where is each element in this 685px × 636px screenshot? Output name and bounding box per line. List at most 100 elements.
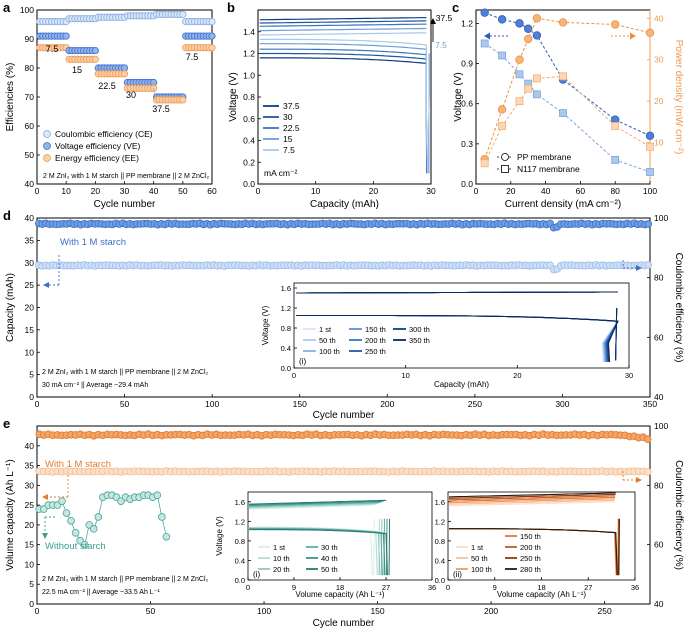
data-point — [524, 84, 533, 93]
y-tick-label: 25 — [25, 500, 35, 510]
x-tick-label: 60 — [207, 186, 217, 196]
x-tick-label: 200 — [380, 399, 394, 409]
y-tick-label: 30 — [25, 480, 35, 490]
inset-charge-curve — [248, 499, 387, 505]
inset-legend-label: 350 th — [409, 336, 430, 345]
x-tick-label: 80 — [610, 186, 620, 196]
x-tick-label: 40 — [149, 186, 159, 196]
y2-tick-label: 20 — [654, 96, 664, 106]
y2-tick-label: 100 — [654, 213, 668, 223]
y-tick-label: 40 — [25, 441, 35, 451]
ce-point — [644, 220, 653, 228]
data-point — [646, 142, 654, 151]
data-point — [480, 159, 489, 168]
inset-charge-curve — [448, 498, 615, 504]
segment-label: 15 — [72, 65, 82, 75]
y-tick-label: 1.2 — [281, 304, 291, 313]
ve-point — [62, 32, 70, 40]
y-tick-label: 0.0 — [281, 364, 291, 373]
y2-tick-label: 60 — [654, 540, 664, 550]
y-tick-label: 0 — [29, 599, 34, 609]
legend-label: Coulombic efficiency (CE) — [55, 129, 153, 139]
inset-legend-label: 30 th — [321, 543, 338, 552]
inset-discharge-curve — [249, 529, 389, 576]
y2-axis-title: Coulombic efficiency (%) — [673, 253, 684, 363]
y-tick-label: 20 — [25, 303, 35, 313]
data-point — [497, 105, 507, 114]
inset-legend-label: 1 st — [319, 325, 332, 334]
segment-label: 37.5 — [152, 104, 170, 114]
inset-charge-curve — [448, 492, 616, 498]
inset-legend-label: 200 th — [365, 336, 386, 345]
legend-marker — [501, 153, 509, 161]
capacity-point — [644, 261, 653, 269]
y-tick-label: 1.4 — [243, 27, 255, 37]
inset-charge-curve — [448, 495, 616, 501]
data-point — [497, 15, 507, 24]
y2-tick-label: 100 — [654, 421, 668, 431]
legend-marker — [501, 165, 509, 173]
ce-point — [208, 17, 216, 26]
y-tick-label: 0.6 — [243, 114, 255, 124]
inset-legend-label: 200 th — [520, 543, 541, 552]
inset-legend-label: 50 th — [319, 336, 336, 345]
y-tick-label: 10 — [25, 347, 35, 357]
panel-e-note: 2 M ZnI₂ with 1 M starch || PP membrane … — [42, 576, 209, 583]
data-point — [559, 109, 567, 117]
y-tick-label: 0.9 — [461, 59, 473, 69]
y-tick-label: 1.6 — [235, 498, 245, 507]
y-tick-label: 20 — [25, 520, 35, 530]
legend-label: N117 membrane — [517, 164, 580, 174]
inset-legend-label: 20 th — [273, 565, 290, 574]
x-tick-label: 10 — [401, 371, 409, 380]
series-label2: Without starch — [45, 541, 106, 552]
arrow-right-head — [630, 32, 636, 40]
data-point — [558, 18, 568, 27]
charge-curve — [259, 27, 427, 32]
data-point — [532, 14, 542, 23]
data-point — [498, 51, 507, 60]
y2-tick-label: 10 — [654, 138, 664, 148]
y-tick-label: 0.8 — [243, 92, 255, 102]
y-tick-label: 35 — [25, 461, 35, 471]
x-tick-label: 50 — [146, 606, 156, 616]
charge-curve — [259, 32, 427, 36]
y-tick-label: 0.0 — [461, 179, 473, 189]
x-tick-label: 10 — [61, 186, 71, 196]
inset-legend-label: 300 th — [409, 325, 430, 334]
x-tick-label: 20 — [91, 186, 101, 196]
inset-y-title: Voltage (V) — [261, 305, 270, 345]
y-tick-label: 5 — [29, 579, 34, 589]
legend-label: 30 — [283, 112, 293, 122]
y-tick-label: 100 — [20, 5, 34, 15]
data-point — [515, 70, 524, 79]
x-tick-label: 18 — [537, 583, 545, 592]
y2-tick-label: 40 — [654, 392, 664, 402]
y-tick-label: 0.8 — [235, 537, 245, 546]
data-point — [645, 131, 655, 141]
panel-e-frame — [36, 425, 651, 605]
inset-charge-curve — [248, 502, 379, 508]
x-tick-label: 0 — [35, 186, 40, 196]
legend-label: Voltage efficiency (VE) — [55, 141, 141, 151]
panel-label-c: c — [452, 0, 459, 15]
inset-legend-label: 10 th — [273, 554, 290, 563]
x-tick-label: 9 — [493, 583, 497, 592]
y2-tick-label: 80 — [654, 480, 664, 490]
annotation-low: 7.5 — [435, 40, 447, 50]
arrow-head — [636, 477, 642, 483]
discharge-curve — [259, 57, 428, 174]
x-tick-label: 27 — [382, 583, 390, 592]
x-tick-label: 30 — [625, 371, 633, 380]
inset-spike — [615, 307, 618, 361]
x-tick-label: 10 — [311, 186, 321, 196]
legend-marker — [43, 130, 51, 138]
inset-discharge-curve — [449, 528, 618, 576]
y-tick-label: 0.4 — [281, 344, 291, 353]
y-tick-label: 60 — [25, 121, 35, 131]
y-tick-label: 0.6 — [461, 99, 473, 109]
y-tick-label: 0.4 — [435, 556, 445, 565]
inset-legend-label: 250 th — [520, 554, 541, 563]
x-tick-label: 100 — [643, 186, 657, 196]
